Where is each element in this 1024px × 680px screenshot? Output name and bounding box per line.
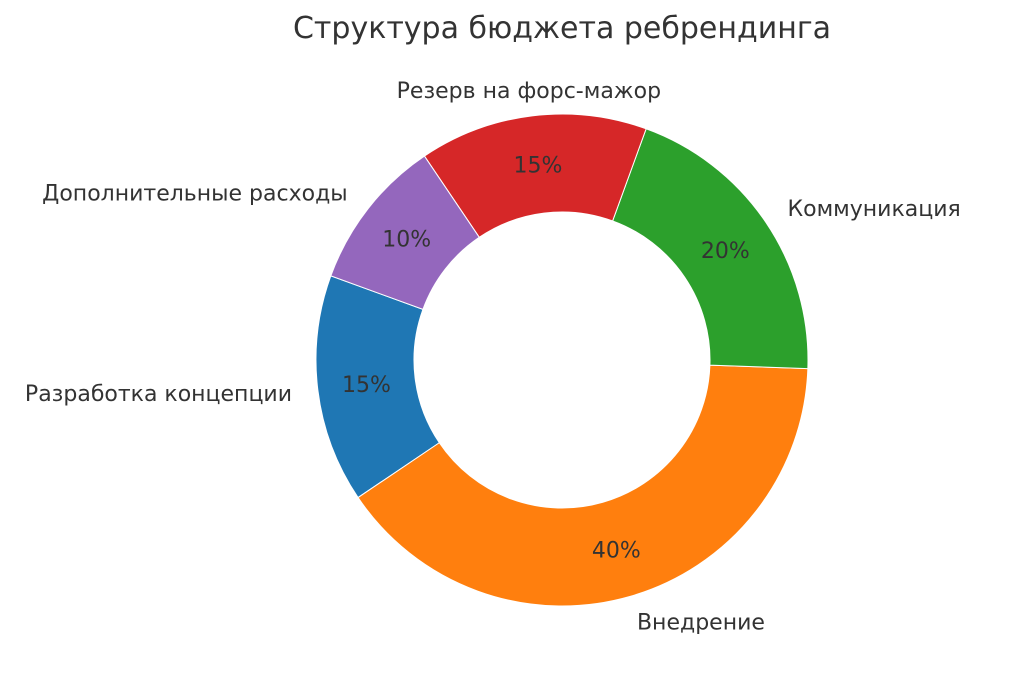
category-labels-group: Разработка концепции Внедрение Коммуникаци… [25, 79, 961, 635]
percent-labels-group: 15% 40% 20% 15% 10% [342, 153, 750, 563]
percent-label: 20% [701, 239, 750, 264]
category-label: Разработка концепции [25, 382, 292, 407]
percent-label: 40% [592, 538, 641, 563]
category-label: Резерв на форс-мажор [397, 79, 661, 104]
category-label: Коммуникация [787, 197, 960, 222]
slice-3 [611, 128, 809, 370]
slice-5 [330, 155, 480, 311]
percent-label: 15% [514, 153, 563, 178]
percent-label: 15% [342, 373, 391, 398]
percent-label: 10% [382, 228, 431, 253]
category-label: Внедрение [637, 610, 765, 635]
slices-group [315, 113, 809, 607]
category-label: Дополнительные расходы [42, 182, 348, 207]
chart-title: Структура бюджета ребрендинга [293, 11, 831, 46]
slice-2 [357, 364, 809, 607]
